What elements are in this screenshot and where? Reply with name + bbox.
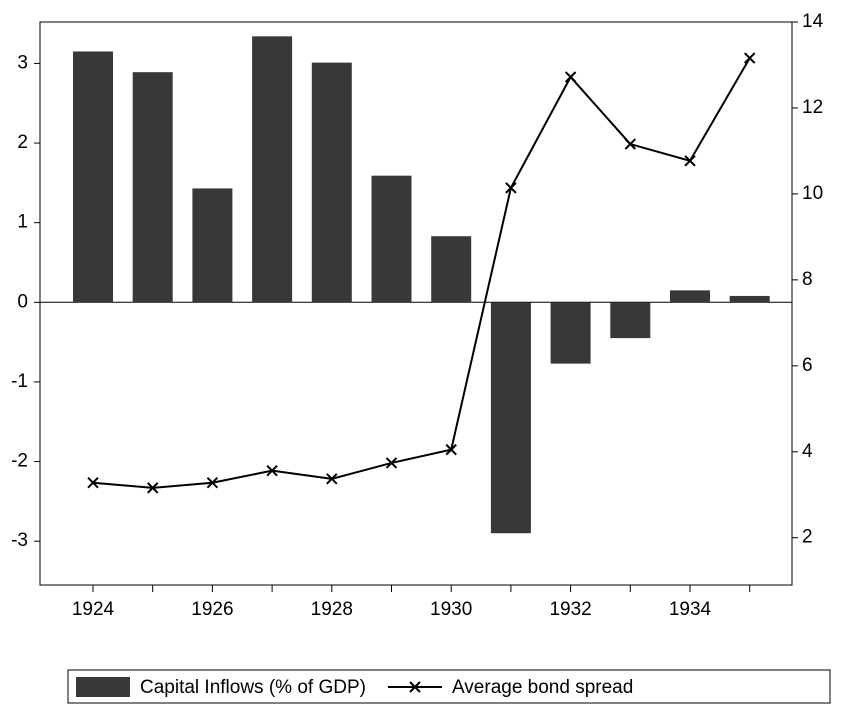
marker bbox=[206, 477, 219, 489]
bar bbox=[132, 72, 173, 303]
bar bbox=[252, 36, 293, 303]
bar bbox=[371, 175, 412, 303]
bar bbox=[670, 290, 710, 303]
bar bbox=[550, 302, 591, 364]
marker bbox=[87, 477, 99, 489]
marker bbox=[684, 155, 696, 167]
y-tick-label: -1 bbox=[11, 371, 28, 392]
y-tick-label: 0 bbox=[17, 291, 28, 312]
bar bbox=[73, 51, 113, 303]
marker bbox=[326, 473, 338, 485]
y2-tick-label: 10 bbox=[802, 183, 823, 204]
bar bbox=[431, 236, 472, 303]
bar bbox=[729, 295, 770, 303]
marker bbox=[743, 52, 756, 64]
marker bbox=[146, 482, 159, 494]
y-tick-label: 3 bbox=[17, 52, 28, 73]
y2-tick-label: 6 bbox=[802, 355, 813, 376]
legend-marker bbox=[409, 681, 421, 693]
marker bbox=[624, 138, 637, 150]
marker bbox=[505, 182, 517, 194]
bar bbox=[311, 62, 352, 303]
legend-box bbox=[67, 669, 831, 704]
legend-swatch bbox=[76, 677, 130, 697]
bar bbox=[490, 302, 531, 534]
x-tick-label: 1924 bbox=[72, 599, 115, 620]
x-tick-label: 1928 bbox=[311, 599, 353, 620]
y2-tick-label: 14 bbox=[802, 11, 824, 32]
x-tick-label: 1934 bbox=[669, 599, 712, 620]
marker bbox=[445, 443, 457, 456]
y-tick-label: 1 bbox=[17, 212, 28, 233]
y2-tick-label: 12 bbox=[802, 97, 823, 118]
x-tick-label: 1930 bbox=[430, 599, 472, 620]
legend-label: Capital Inflows (% of GDP) bbox=[140, 677, 366, 698]
line bbox=[92, 57, 751, 489]
plot-frame bbox=[39, 21, 793, 586]
y2-tick-label: 2 bbox=[802, 527, 813, 548]
y-tick-label: -3 bbox=[11, 530, 28, 551]
y2-tick-label: 8 bbox=[802, 269, 813, 290]
y2-tick-label: 4 bbox=[802, 441, 813, 462]
marker bbox=[266, 464, 278, 477]
marker bbox=[564, 71, 577, 83]
legend-label: Average bond spread bbox=[452, 677, 633, 698]
bar bbox=[610, 302, 651, 339]
y-tick-label: -2 bbox=[11, 451, 28, 472]
x-tick-label: 1926 bbox=[191, 599, 233, 620]
marker bbox=[385, 457, 398, 469]
x-tick-label: 1932 bbox=[549, 599, 591, 620]
bar bbox=[192, 188, 233, 303]
y-tick-label: 2 bbox=[17, 132, 28, 153]
